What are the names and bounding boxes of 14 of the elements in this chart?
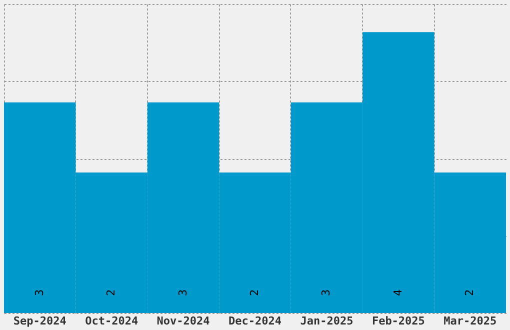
data-label: 3 xyxy=(176,289,190,296)
data-label: 2 xyxy=(248,289,261,296)
x-tick-label: Dec-2024 xyxy=(228,314,282,328)
x-tick-label: Sep-2024 xyxy=(13,314,67,328)
data-label: 2 xyxy=(463,289,476,296)
data-label: 3 xyxy=(32,289,46,296)
data-label: 3 xyxy=(320,289,333,296)
x-tick-label: Mar-2025 xyxy=(444,314,497,328)
x-tick-label: Nov-2024 xyxy=(156,314,210,328)
x-tick-label: Oct-2024 xyxy=(85,314,138,328)
data-label: 2 xyxy=(104,289,118,296)
data-label: 4 xyxy=(391,289,404,296)
x-tick-label: Feb-2025 xyxy=(372,314,425,328)
x-tick-label: Jan-2025 xyxy=(300,314,354,328)
